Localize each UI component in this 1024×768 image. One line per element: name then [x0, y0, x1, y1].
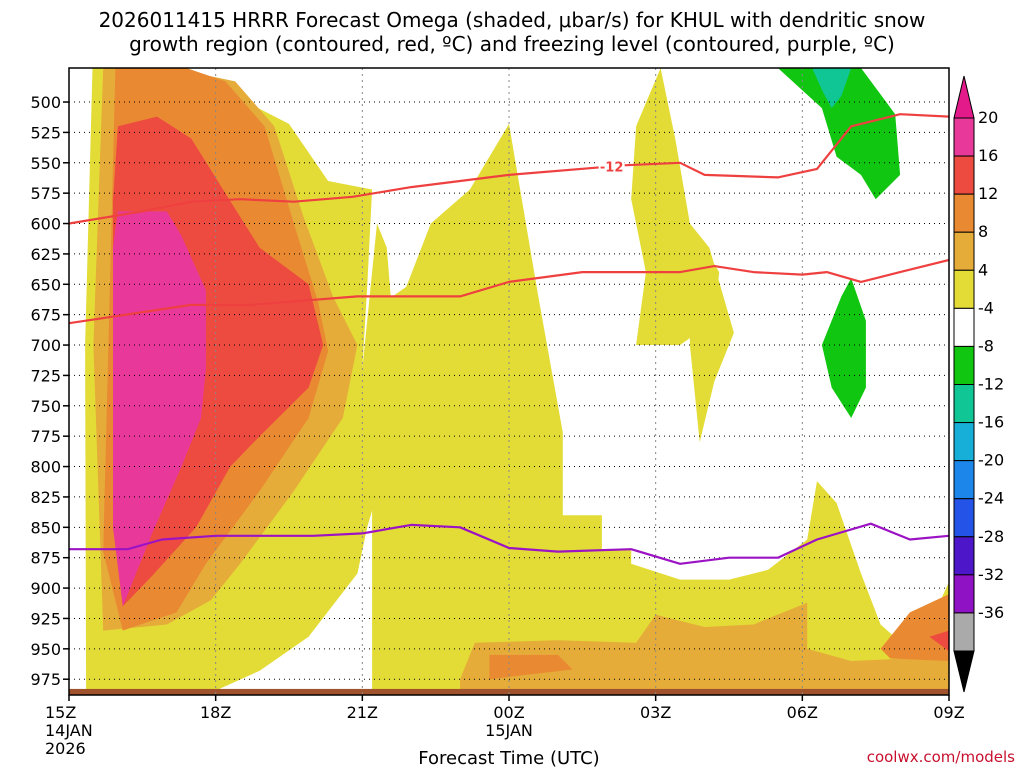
y-tick-label: 550: [30, 154, 61, 173]
dgz-label-bg: [598, 158, 625, 175]
x-tick-date: 15JAN: [485, 721, 533, 740]
colorbar-label: -36: [978, 603, 1004, 622]
y-tick-label: 825: [30, 488, 61, 507]
y-axis: 500 525 550 575 600 625 650 675 700 725 750 775 800 8…: [30, 93, 69, 689]
dgz-contour-label: -12: [600, 160, 624, 175]
colorbar-label: -12: [978, 375, 1004, 394]
x-tick-label: 09Z: [933, 703, 964, 722]
colorbar-label: 12: [978, 184, 998, 203]
colorbar-label: 8: [978, 222, 988, 241]
chart-title-line1: 2026011415 HRRR Forecast Omega (shaded, …: [99, 8, 926, 32]
colorbar-cell: [953, 155, 975, 195]
omega-region-12-2: [880, 594, 949, 661]
colorbar-label: 4: [978, 260, 988, 279]
colorbar-cell: [953, 384, 975, 424]
y-tick-label: 750: [30, 397, 61, 416]
y-tick-label: 650: [30, 275, 61, 294]
colorbar-label: 20: [978, 108, 998, 127]
y-tick-label: 850: [30, 518, 61, 537]
colorbar-cell: [953, 231, 975, 271]
colorbar-label: -4: [978, 298, 994, 317]
colorbar-cell: [953, 193, 975, 233]
colorbar-cell: [953, 307, 975, 347]
contour-lines: -12: [69, 113, 949, 565]
x-tick-label: 06Z: [787, 703, 818, 722]
omega-region-4-3: [689, 223, 734, 443]
colorbar-label: -32: [978, 565, 1004, 584]
y-tick-label: 950: [30, 640, 61, 659]
colorbar-cell: [953, 422, 975, 462]
colorbar-label: 16: [978, 146, 998, 165]
omega-region-neg4-0: [777, 68, 901, 200]
y-tick-label: 725: [30, 366, 61, 385]
y-tick-label: 925: [30, 609, 61, 628]
omega-region-20-0: [113, 211, 206, 607]
x-tick-label: 15Z: [45, 703, 76, 722]
omega-region-16-1: [929, 630, 949, 652]
colorbar-label: -8: [978, 336, 994, 355]
dgz-contour-line-0: [69, 113, 949, 225]
y-tick-label: 875: [30, 549, 61, 568]
x-tick-year: 2026: [45, 739, 86, 758]
colorbar-cell: [953, 612, 975, 652]
terrain-strip: [69, 688, 949, 695]
colorbar-cell: [953, 345, 975, 385]
x-tick-date: 14JAN: [45, 721, 93, 740]
y-tick-label: 525: [30, 123, 61, 142]
colorbar-label: -28: [978, 527, 1004, 546]
x-tick-label: 18Z: [200, 703, 231, 722]
colorbar-cell: [953, 117, 975, 157]
colorbar-bottom-arrow: [953, 650, 975, 693]
colorbar-cell: [953, 460, 975, 500]
y-tick-label: 500: [30, 93, 61, 112]
x-axis-label: Forecast Time (UTC): [418, 748, 599, 768]
colorbar-cell: [953, 269, 975, 309]
colorbar-top-arrow: [953, 75, 975, 119]
x-tick-label: 00Z: [493, 703, 524, 722]
colorbar: 20 16 12 8 4 -4 -8 -12 -16 -20 -24 -28 -32 -36: [953, 75, 1004, 693]
y-tick-label: 625: [30, 245, 61, 264]
colorbar-cell: [953, 498, 975, 538]
chart-title-line2: growth region (contoured, red, ºC) and f…: [129, 32, 895, 56]
y-tick-label: 775: [30, 427, 61, 446]
x-tick-label: 03Z: [640, 703, 671, 722]
freezing-level-line: [69, 522, 949, 565]
omega-region-neg4-1: [821, 278, 866, 418]
omega-region-neg8-0: [812, 68, 852, 109]
x-tick-label: 21Z: [347, 703, 378, 722]
colorbar-label: -20: [978, 451, 1004, 470]
dgz-contour-line-1: [69, 258, 949, 325]
y-tick-label: 700: [30, 336, 61, 355]
colorbar-label: -24: [978, 489, 1004, 508]
y-tick-label: 900: [30, 579, 61, 598]
y-tick-label: 800: [30, 458, 61, 477]
colorbar-cell: [953, 536, 975, 576]
colorbar-cell: [953, 574, 975, 614]
y-tick-label: 575: [30, 184, 61, 203]
y-tick-label: 975: [30, 670, 61, 689]
colorbar-label: -16: [978, 413, 1004, 432]
credit-text: coolwx.com/models: [867, 748, 1015, 766]
y-tick-label: 600: [30, 215, 61, 234]
omega-region-12-1: [489, 654, 573, 680]
y-tick-label: 675: [30, 306, 61, 325]
grid-lines: [69, 68, 949, 695]
